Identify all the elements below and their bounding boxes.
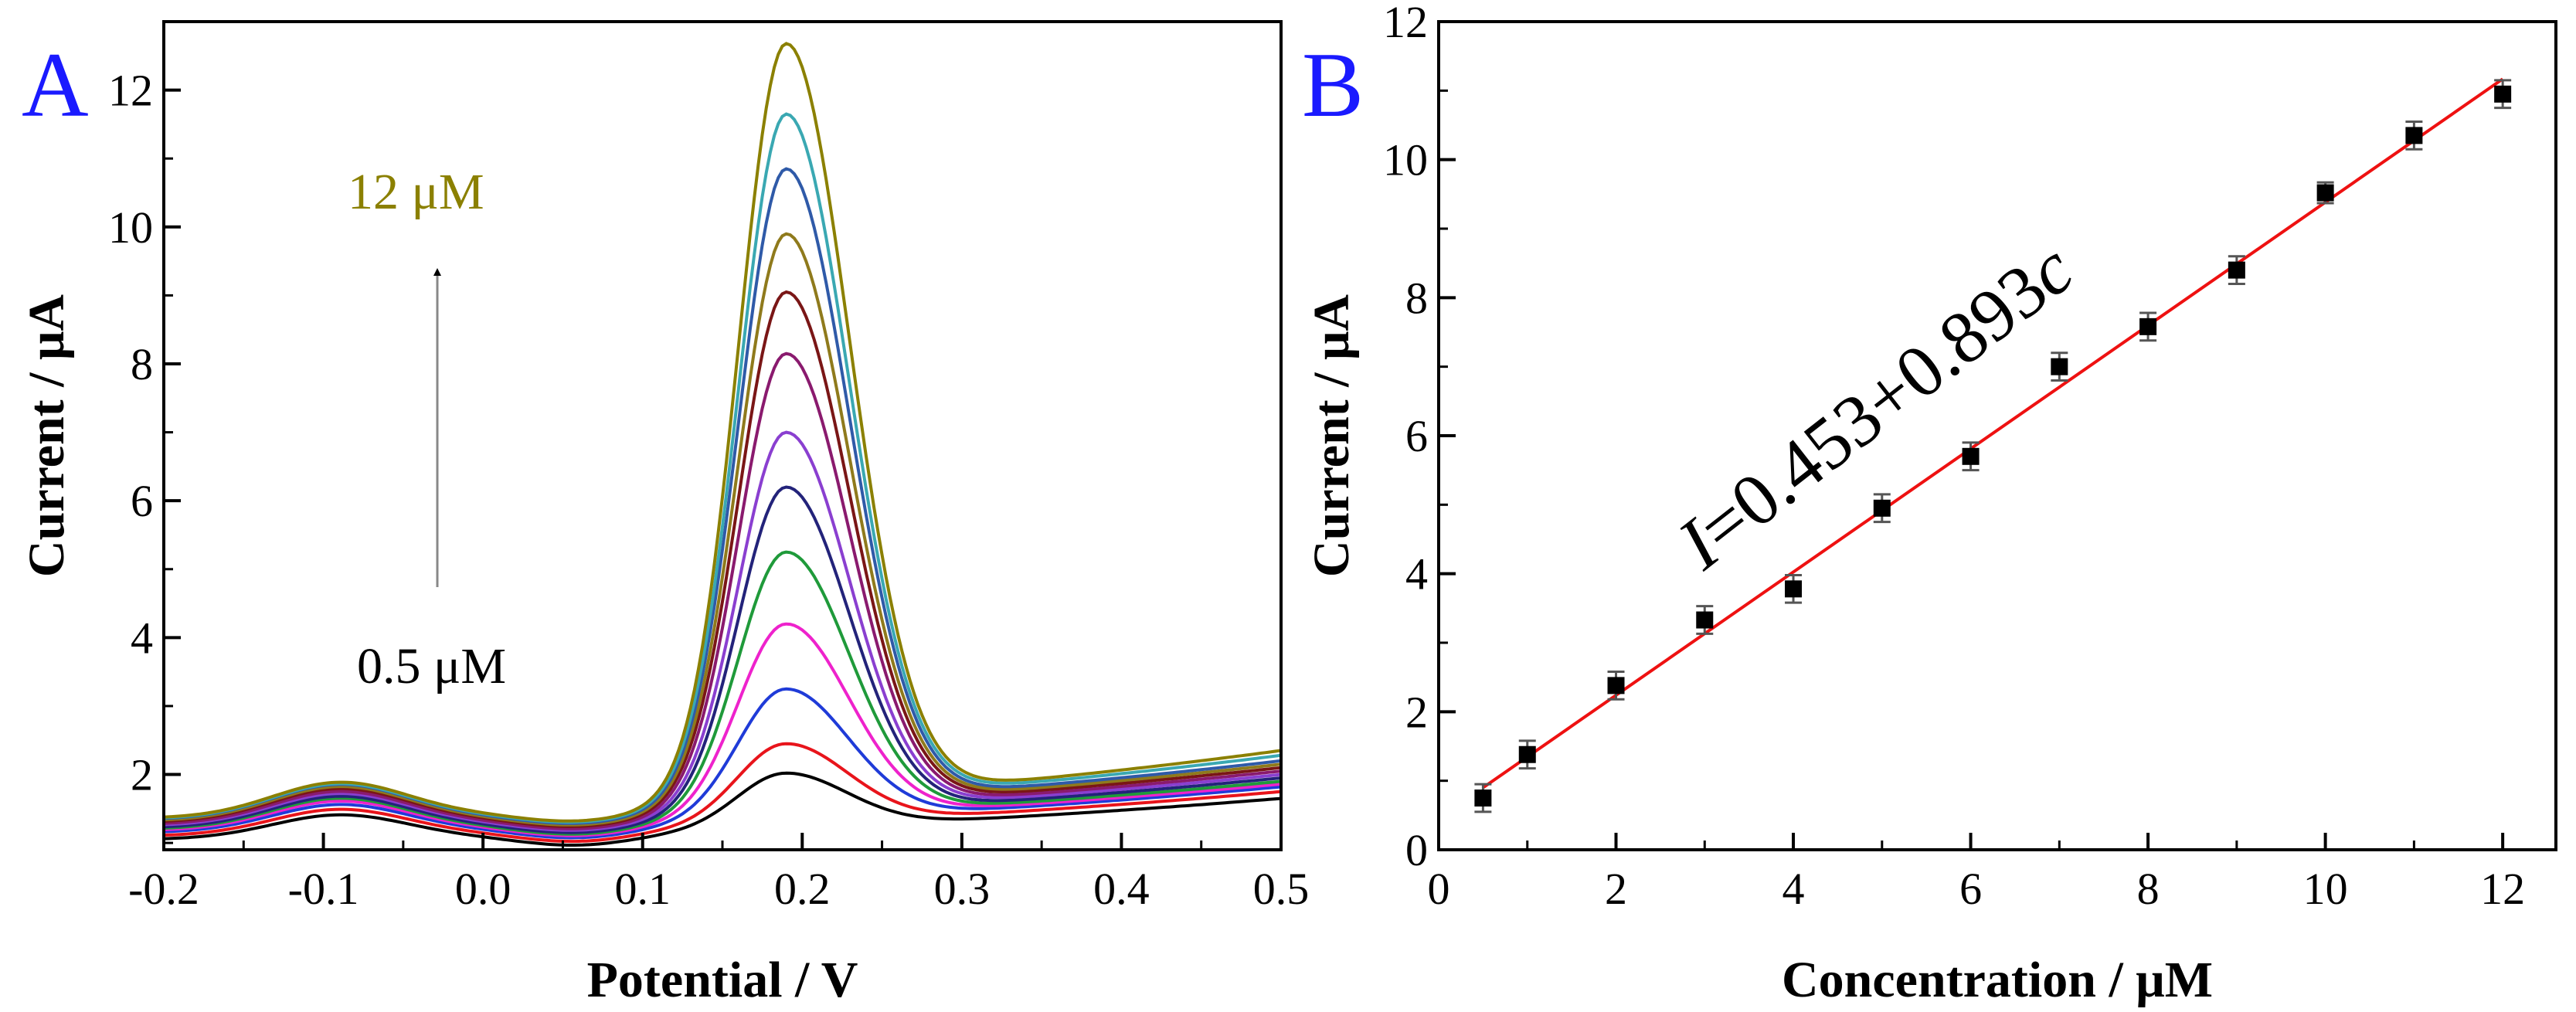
a-x-tick-label: 0.2: [774, 864, 831, 914]
b-data-point: [1873, 499, 1891, 517]
b-fit-line: [1482, 77, 2504, 790]
b-y-tick-label: 8: [1405, 273, 1428, 323]
b-data-point: [1696, 611, 1714, 629]
b-points-group: [1474, 79, 2512, 813]
a-voltammogram-line: [163, 485, 1282, 834]
b-y-tick-label: 2: [1405, 687, 1428, 737]
a-voltammogram-line: [163, 687, 1282, 840]
a-y-tick-label: 6: [131, 476, 153, 526]
a-voltammogram-line: [163, 550, 1282, 836]
a-bottom-conc-label: 0.5 μM: [357, 638, 506, 694]
b-plot-frame: [1437, 20, 2557, 851]
b-fit-equation: I=0.453+0.893c: [1662, 227, 2088, 585]
a-voltammogram-line: [163, 42, 1282, 823]
b-data-point: [1962, 447, 1980, 465]
a-y-tick-label: 10: [108, 202, 153, 253]
a-voltammogram-line: [163, 742, 1282, 844]
a-y-tick-label: 4: [131, 613, 153, 663]
b-data-point: [2494, 85, 2512, 103]
a-x-tick-label: 0.1: [614, 864, 671, 914]
b-x-axis-label: Concentration / μM: [1782, 952, 2213, 1008]
a-voltammogram-line: [163, 232, 1282, 827]
b-data-point: [2405, 127, 2423, 144]
b-fit-group: [1482, 77, 2504, 790]
a-series-group: [163, 42, 1282, 847]
a-x-tick-label: 0.4: [1093, 864, 1150, 914]
a-y-tick-label: 12: [108, 66, 153, 116]
a-y-tick-label: 2: [131, 750, 153, 800]
b-y-tick-label: 12: [1383, 0, 1428, 47]
a-plot-frame: [162, 20, 1283, 851]
b-data-point: [2316, 184, 2334, 202]
a-top-conc-label: 12 μM: [348, 164, 484, 220]
b-x-ticks: 0 2 4 6 8 10 12: [1428, 833, 2525, 914]
b-eq-rest: =0.453+0.893: [1682, 247, 2062, 569]
a-voltammogram-line: [163, 290, 1282, 828]
b-data-point: [1518, 745, 1536, 763]
b-x-tick-label: 6: [1959, 864, 1982, 914]
a-x-tick-label: -0.1: [288, 864, 359, 914]
a-panel-label: A: [22, 33, 89, 136]
a-x-tick-label: 0.0: [455, 864, 511, 914]
a-y-axis-label: Current / μA: [19, 294, 75, 577]
b-data-point: [1474, 790, 1492, 807]
a-x-axis-label: Potential / V: [587, 952, 858, 1008]
b-x-tick-label: 8: [2137, 864, 2160, 914]
panel-a: -0.2 -0.1 0.0 0.1 0.2 0.3 0.4 0.5 2 4 6 8 10 12 A 12…: [19, 20, 1309, 1008]
b-data-point: [1607, 677, 1625, 694]
a-voltammogram-line: [163, 430, 1282, 832]
a-x-tick-label: -0.2: [128, 864, 199, 914]
b-y-tick-label: 6: [1405, 411, 1428, 461]
b-y-ticks: 0 2 4 6 8 10 12: [1383, 0, 1456, 875]
b-data-point: [2228, 261, 2245, 279]
a-x-tick-label: 0.3: [934, 864, 991, 914]
a-voltammogram-line: [163, 622, 1282, 837]
b-data-point: [2051, 358, 2068, 375]
b-x-tick-label: 12: [2480, 864, 2525, 914]
a-y-ticks: 2 4 6 8 10 12: [108, 20, 181, 844]
b-x-tick-label: 2: [1605, 864, 1627, 914]
b-y-tick-label: 4: [1405, 549, 1428, 599]
b-y-tick-label: 0: [1405, 825, 1428, 875]
b-panel-label: B: [1302, 33, 1364, 136]
b-data-point: [2139, 318, 2157, 335]
a-voltammogram-line: [163, 771, 1282, 847]
b-data-point: [1785, 580, 1803, 598]
a-x-ticks: -0.2 -0.1 0.0 0.1 0.2 0.3 0.4 0.5: [128, 833, 1309, 914]
a-y-tick-label: 8: [131, 339, 153, 389]
a-x-tick-label: 0.5: [1253, 864, 1310, 914]
panel-b: 0 2 4 6 8 10 12 0 2 4 6 8 10 12 B I=0.453+0.893c Con…: [1302, 0, 2557, 1008]
b-y-tick-label: 10: [1383, 135, 1428, 185]
b-y-axis-label: Current / μA: [1303, 294, 1360, 577]
b-x-tick-label: 4: [1782, 864, 1805, 914]
a-voltammogram-line: [163, 351, 1282, 830]
b-x-tick-label: 0: [1428, 864, 1450, 914]
b-x-tick-label: 10: [2303, 864, 2348, 914]
